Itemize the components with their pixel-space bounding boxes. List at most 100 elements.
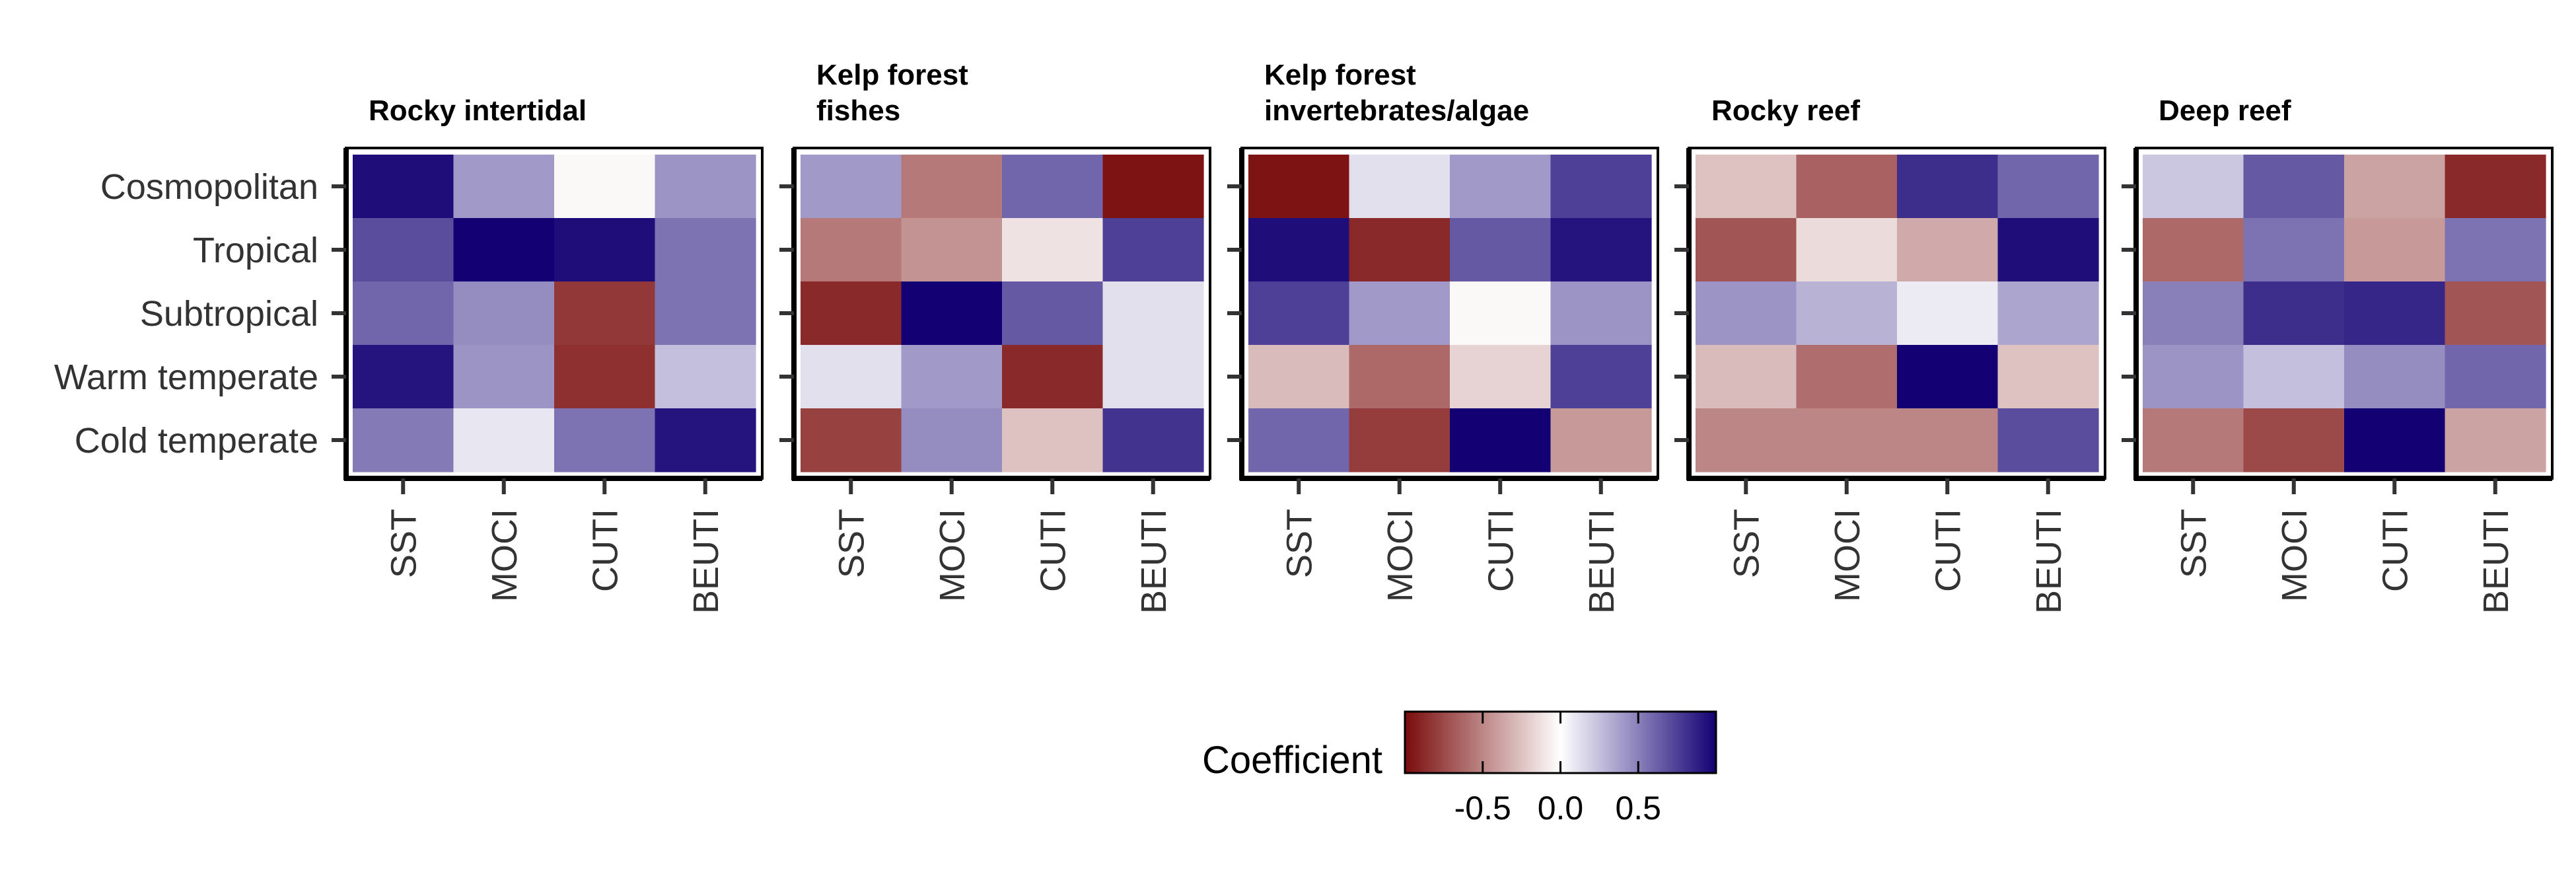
heatmap-cell [2143,345,2244,409]
heatmap-cell [1450,408,1552,472]
heatmap-cell [554,281,656,346]
heatmap-cell [1248,218,1350,282]
heatmap-cell [1696,345,1797,409]
panel-title: Kelp forest [1264,59,1416,91]
heatmap-cell [1102,281,1204,346]
panel-deep-reef: Deep reef SST MOCI CUTI BEUTI [2122,94,2554,614]
heatmap-cell [901,218,1003,282]
legend-tick-label: -0.5 [1454,790,1511,827]
panel-title: Kelp forest [816,59,968,91]
heatmap-cell [1796,408,1898,472]
heatmap-cell [2344,218,2446,282]
heatmap-cell [901,408,1003,472]
heatmap-cell [1102,345,1204,409]
x-tick-label-sst: SST [2174,509,2213,578]
heatmap-cell [2243,155,2345,219]
legend-title: Coefficient [1202,739,1382,782]
heatmap-cell [453,218,555,282]
y-tick-label-warm-temperate: Warm temperate [54,357,318,397]
heatmap-cell [1997,155,2099,219]
heatmap-cell [655,218,756,282]
heatmap-cell [2445,281,2546,346]
heatmap-cell [1897,408,1999,472]
x-tick-label-moci: MOCI [933,509,972,602]
heatmap-cell [1349,155,1450,219]
heatmap-cell [453,345,555,409]
x-tick-label-moci: MOCI [2275,509,2314,602]
heatmap-cell [1450,281,1552,346]
heatmap-cell [1450,218,1552,282]
heatmap-cell [1796,155,1898,219]
heatmap-cell [554,345,656,409]
heatmap-cell [2344,408,2446,472]
legend-tick-label: 0.5 [1615,790,1661,827]
heatmap-cell [901,345,1003,409]
heatmap-cell [655,155,756,219]
y-tick-label-cosmopolitan: Cosmopolitan [100,167,318,207]
x-tick-label-sst: SST [384,509,423,578]
heatmap-panels: Rocky intertidal Cosmopolitan Tropical Subt… [54,59,2554,614]
heatmap-cell [2243,345,2345,409]
heatmap-cell [901,155,1003,219]
panel-title: Rocky intertidal [369,94,587,127]
heatmap-cell [1997,218,2099,282]
heatmap-cell [655,408,756,472]
x-tick-label-beuti: BEUTI [2476,509,2516,614]
heatmap-cell [2445,155,2546,219]
x-tick-label-beuti: BEUTI [1134,509,1174,614]
heatmap-cell [2143,281,2244,346]
heatmap-cell [353,345,454,409]
x-tick-label-moci: MOCI [1828,509,1867,602]
heatmap-cell [1997,345,2099,409]
heatmap-cell [1349,218,1450,282]
heatmap-cell [1002,281,1104,346]
heatmap-cell [1796,281,1898,346]
x-tick-label-sst: SST [1279,509,1319,578]
heatmap-cell [554,218,656,282]
heatmap-cell [1248,345,1350,409]
heatmap-cell [2243,218,2345,282]
heatmap-cell [2344,345,2446,409]
heatmap-cell [1248,155,1350,219]
y-tick-label-cold-temperate: Cold temperate [75,421,318,461]
heatmap-cell [1248,408,1350,472]
heatmap-cell [1897,345,1999,409]
x-tick-label-beuti: BEUTI [686,509,726,614]
heatmap-cell [1897,218,1999,282]
y-tick-label-tropical: Tropical [193,231,318,270]
heatmap-cell [1550,281,1652,346]
x-tick-label-sst: SST [1727,509,1766,578]
heatmap-cell [453,281,555,346]
heatmap-cell [2143,408,2244,472]
heatmap-cell [1002,155,1104,219]
x-tick-label-sst: SST [832,509,871,578]
heatmap-cell [1897,281,1999,346]
heatmap-cell [554,408,656,472]
heatmap-cell [453,408,555,472]
heatmap-cell [1550,408,1652,472]
heatmap-cell [1102,218,1204,282]
legend-ticks: -0.5 0.0 0.5 [1454,712,1661,827]
heatmap-cell [2143,155,2244,219]
panel-rocky-reef: Rocky reef SST MOCI CUTI BEUTI [1674,94,2106,614]
legend-tick-label: 0.0 [1538,790,1584,827]
panel-title: Rocky reef [1711,94,1860,127]
heatmap-cell [801,218,902,282]
heatmap-cell [1796,345,1898,409]
heatmap-cell [1550,218,1652,282]
heatmap-cell [1997,408,2099,472]
heatmap-cell [1002,408,1104,472]
heatmap-cell [1796,218,1898,282]
heatmap-cell [1248,281,1350,346]
heatmap-cell [1349,408,1450,472]
heatmap-cell [554,155,656,219]
heatmap-cell [2243,281,2345,346]
heatmap-cell [1696,408,1797,472]
heatmap-cell [2344,155,2446,219]
x-tick-label-beuti: BEUTI [1582,509,1622,614]
heatmap-cell [1002,218,1104,282]
color-legend: -0.5 0.0 0.5 Coefficient [1202,710,1717,827]
heatmap-cell [2344,281,2446,346]
heatmap-cell [1696,218,1797,282]
